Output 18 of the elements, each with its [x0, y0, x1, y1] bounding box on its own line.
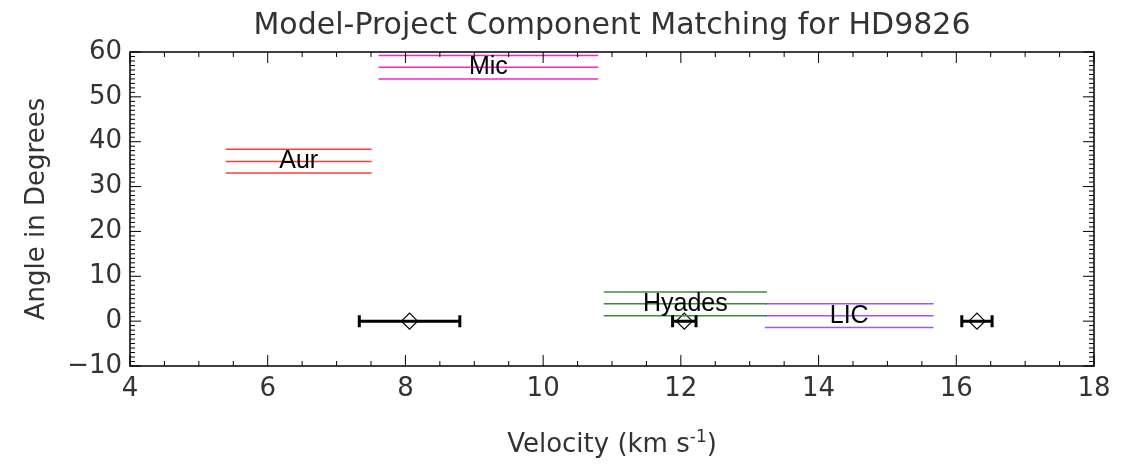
- x-tick-label: 8: [397, 372, 414, 403]
- y-tick-label: −10: [67, 348, 122, 379]
- x-tick-label: 12: [664, 372, 698, 403]
- chart-title: Model-Project Component Matching for HD9826: [253, 6, 971, 41]
- x-tick-label: 14: [802, 372, 836, 403]
- y-tick-label: 40: [88, 124, 122, 155]
- x-tick-label: 16: [939, 372, 973, 403]
- y-tick-label: 20: [88, 214, 122, 245]
- y-tick-label: 60: [88, 34, 122, 65]
- y-tick-label: 10: [88, 259, 122, 290]
- y-axis-title: Angle in Degrees: [20, 97, 50, 321]
- y-tick-label: 50: [88, 79, 122, 110]
- y-tick-label: 0: [105, 303, 122, 334]
- y-tick-label: 30: [88, 169, 122, 200]
- x-tick-label: 6: [259, 372, 276, 403]
- x-tick-label: 4: [121, 372, 139, 403]
- x-tick-label: 18: [1077, 372, 1111, 403]
- x-tick-label: 10: [526, 372, 560, 403]
